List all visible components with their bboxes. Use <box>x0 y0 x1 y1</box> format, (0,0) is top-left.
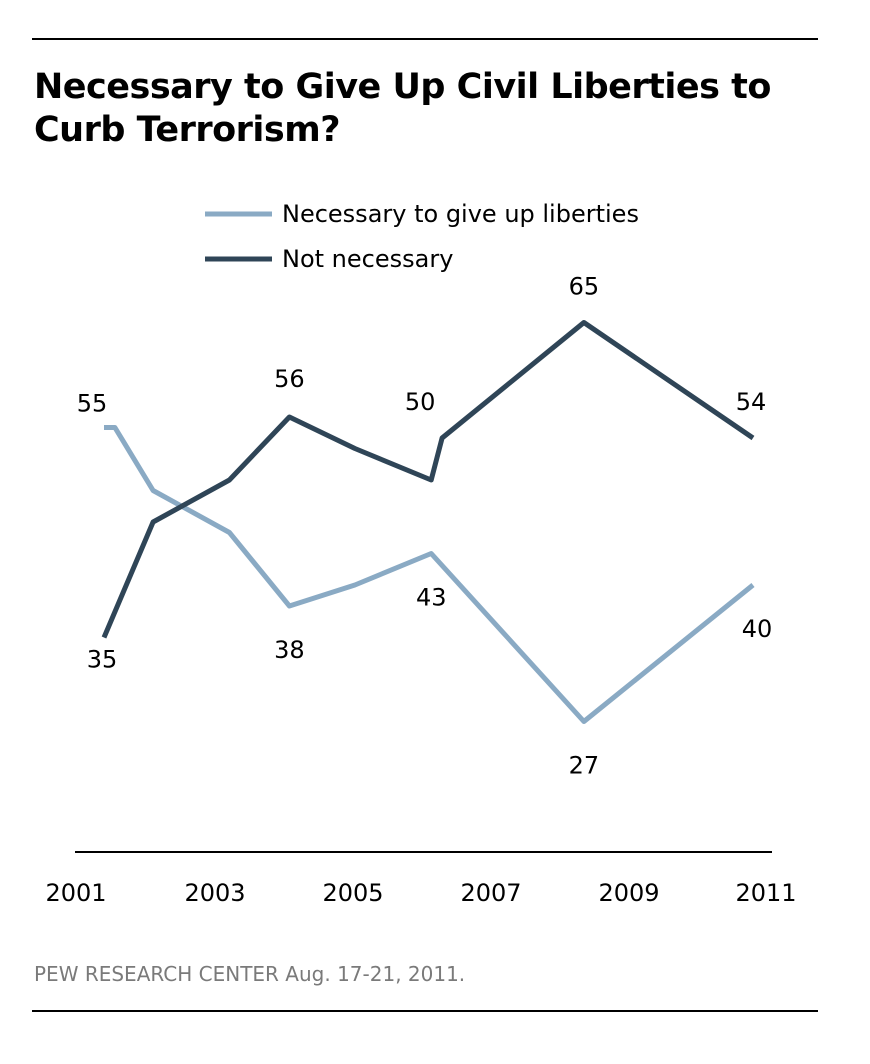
legend-label-2: Not necessary <box>282 245 453 273</box>
x-tick-label: 2007 <box>460 879 521 907</box>
data-label: 65 <box>569 273 600 301</box>
series-line-not-necessary <box>101 320 755 639</box>
x-tick-label: 2009 <box>598 879 659 907</box>
chart-title: Necessary to Give Up Civil Liberties to … <box>34 67 771 150</box>
data-label: 27 <box>569 752 600 780</box>
data-label: 55 <box>77 390 108 418</box>
x-tick-label: 2005 <box>322 879 383 907</box>
x-tick-label: 2003 <box>184 879 245 907</box>
legend-label-1: Necessary to give up liberties <box>282 200 639 228</box>
data-label: 38 <box>274 636 305 664</box>
data-label: 40 <box>742 615 773 643</box>
x-tick-label: 2011 <box>735 879 796 907</box>
bottom-rule <box>32 1010 818 1012</box>
data-label: 56 <box>274 365 305 393</box>
data-label: 35 <box>87 646 118 674</box>
data-label: 50 <box>405 388 436 416</box>
data-label: 43 <box>416 584 447 612</box>
source-note: PEW RESEARCH CENTER Aug. 17-21, 2011. <box>34 962 466 986</box>
data-label: 54 <box>736 388 767 416</box>
x-tick-label: 2001 <box>45 879 106 907</box>
series-line-necessary <box>104 425 755 724</box>
top-rule <box>32 38 818 40</box>
